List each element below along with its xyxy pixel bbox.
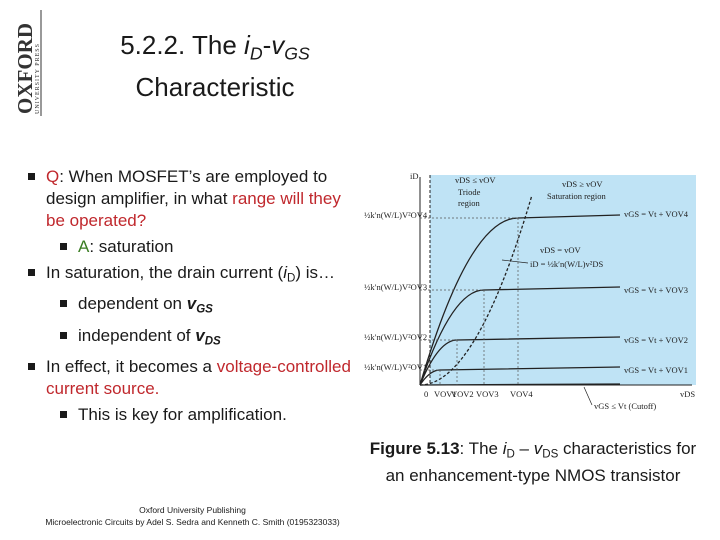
bullet-marker	[60, 300, 67, 308]
text-run: DS	[204, 335, 221, 348]
bullet-item: Q: When MOSFET’s are employed to design …	[24, 166, 354, 232]
footer-line: Oxford University Publishing	[139, 505, 246, 515]
text-run: D	[506, 448, 515, 461]
bullet-item: In effect, it becomes a voltage-controll…	[24, 356, 354, 400]
level-label: ½k′n(W/L)V²OV4	[364, 210, 428, 220]
curves	[419, 194, 621, 386]
boundary-parabola	[419, 194, 533, 386]
x-tick-label: VOV2	[451, 389, 474, 399]
text-run: D	[286, 272, 296, 285]
text-run: : saturation	[89, 237, 174, 256]
x-tick-label: VOV3	[476, 389, 499, 399]
text-run: Characteristic	[135, 72, 295, 103]
text-run: characteristics for an enhancement-type …	[385, 439, 697, 486]
bullet-item: This is key for amplification.	[24, 404, 354, 426]
text-run: GS	[284, 43, 310, 64]
publisher-logo: OXFORD UNIVERSITY PRESS	[13, 10, 42, 116]
text-run: In effect, it becomes a	[46, 357, 217, 377]
text-run: v	[195, 325, 205, 345]
bullet-marker	[28, 173, 35, 180]
level-label: ½k′n(W/L)V²OV3	[364, 282, 427, 292]
triode-condition: vDS ≤ vOV	[455, 175, 496, 185]
pointer	[501, 259, 529, 264]
bullet-marker	[60, 331, 67, 339]
text-run: : When MOSFET’s are employed to design a…	[46, 167, 328, 208]
text-run: 5.2.2. The	[120, 30, 245, 60]
bullet-item: A: saturation	[24, 236, 354, 258]
title-line: 5.2.2. The iD-vGS	[100, 28, 330, 70]
text-run: dependent on	[78, 294, 187, 314]
x-tick-label: VOV4	[510, 389, 533, 399]
text-run: This is key for amplification.	[78, 405, 287, 425]
characteristic-curve	[419, 214, 621, 386]
boundary-condition: vDS = vOV	[540, 245, 582, 255]
text-run: -	[262, 30, 272, 60]
curve-label: vGS = Vt + VOV3	[624, 285, 688, 295]
text-run: voltage-controlled current source.	[46, 357, 351, 399]
footer: Oxford University Publishing Microelectr…	[20, 504, 365, 528]
text-run: independent of	[78, 325, 196, 345]
boundary-equation: iD = ½k′n(W/L)v²DS	[530, 259, 603, 269]
curve-label: vGS = Vt + VOV4	[624, 209, 689, 219]
x-axis-label: vDS	[680, 389, 695, 399]
text-run: range will they be operated?	[46, 189, 341, 230]
text-run: v	[186, 294, 197, 314]
text-run: ) is…	[295, 263, 335, 282]
bullet-marker	[28, 363, 35, 371]
curve-label: vGS = Vt + VOV2	[624, 335, 688, 345]
figure-caption: Figure 5.13: The iD – vDS characteristic…	[368, 438, 698, 487]
figure: iD vDS ≤ vOV Triode region vDS ≥ vOV Sat…	[364, 171, 696, 411]
level-label: ½k′n(W/L)V²OV2	[364, 332, 427, 342]
text-run: –	[514, 439, 534, 458]
text-run: Q	[46, 167, 60, 186]
text-run: Figure 5.13	[369, 439, 460, 458]
x-tick-label: VOV1	[434, 389, 457, 399]
characteristic-curve	[419, 383, 621, 386]
origin-label: 0	[424, 389, 428, 399]
logo-subtext: UNIVERSITY PRESS	[35, 43, 41, 114]
text-run: In saturation, the drain current (	[46, 263, 284, 282]
text-run: A	[78, 237, 90, 256]
text-run: v	[533, 439, 543, 458]
text-run: : The	[459, 439, 503, 458]
text-run: i	[502, 439, 507, 458]
bullet-list: Q: When MOSFET’s are employed to design …	[24, 166, 354, 430]
bullet-marker	[60, 411, 67, 419]
curve-label: vGS = Vt + VOV1	[624, 365, 688, 375]
region-label: region	[458, 198, 480, 208]
level-guides	[420, 217, 519, 385]
text-run: GS	[196, 303, 213, 316]
bullet-item: dependent on vGS	[24, 293, 354, 320]
slide-title: 5.2.2. The iD-vGS Characteristic	[100, 28, 330, 104]
logo-text: OXFORD	[13, 23, 37, 114]
bullet-item: In saturation, the drain current (iD) is…	[24, 262, 354, 289]
level-label: ½k′n(W/L)V²OV1	[364, 362, 427, 372]
text-run: DS	[542, 448, 559, 461]
title-line: Characteristic	[100, 70, 330, 104]
pointer	[583, 386, 593, 406]
cutoff-label: vGS ≤ Vt (Cutoff)	[594, 401, 656, 411]
bullet-marker	[60, 243, 67, 250]
saturation-condition: vDS ≥ vOV	[562, 179, 603, 189]
footer-line: Microelectronic Circuits by Adel S. Sedr…	[45, 517, 340, 527]
bullet-item: independent of vDS	[24, 325, 354, 352]
bullet-marker	[28, 269, 35, 276]
region-label: Saturation region	[547, 191, 607, 201]
y-axis-label: iD	[410, 171, 419, 181]
text-run: v	[271, 30, 285, 60]
text-run: D	[249, 43, 263, 64]
saturation-shading	[430, 175, 696, 385]
region-label: Triode	[458, 187, 481, 197]
text-run: i	[244, 30, 250, 60]
text-run: i	[283, 263, 287, 282]
